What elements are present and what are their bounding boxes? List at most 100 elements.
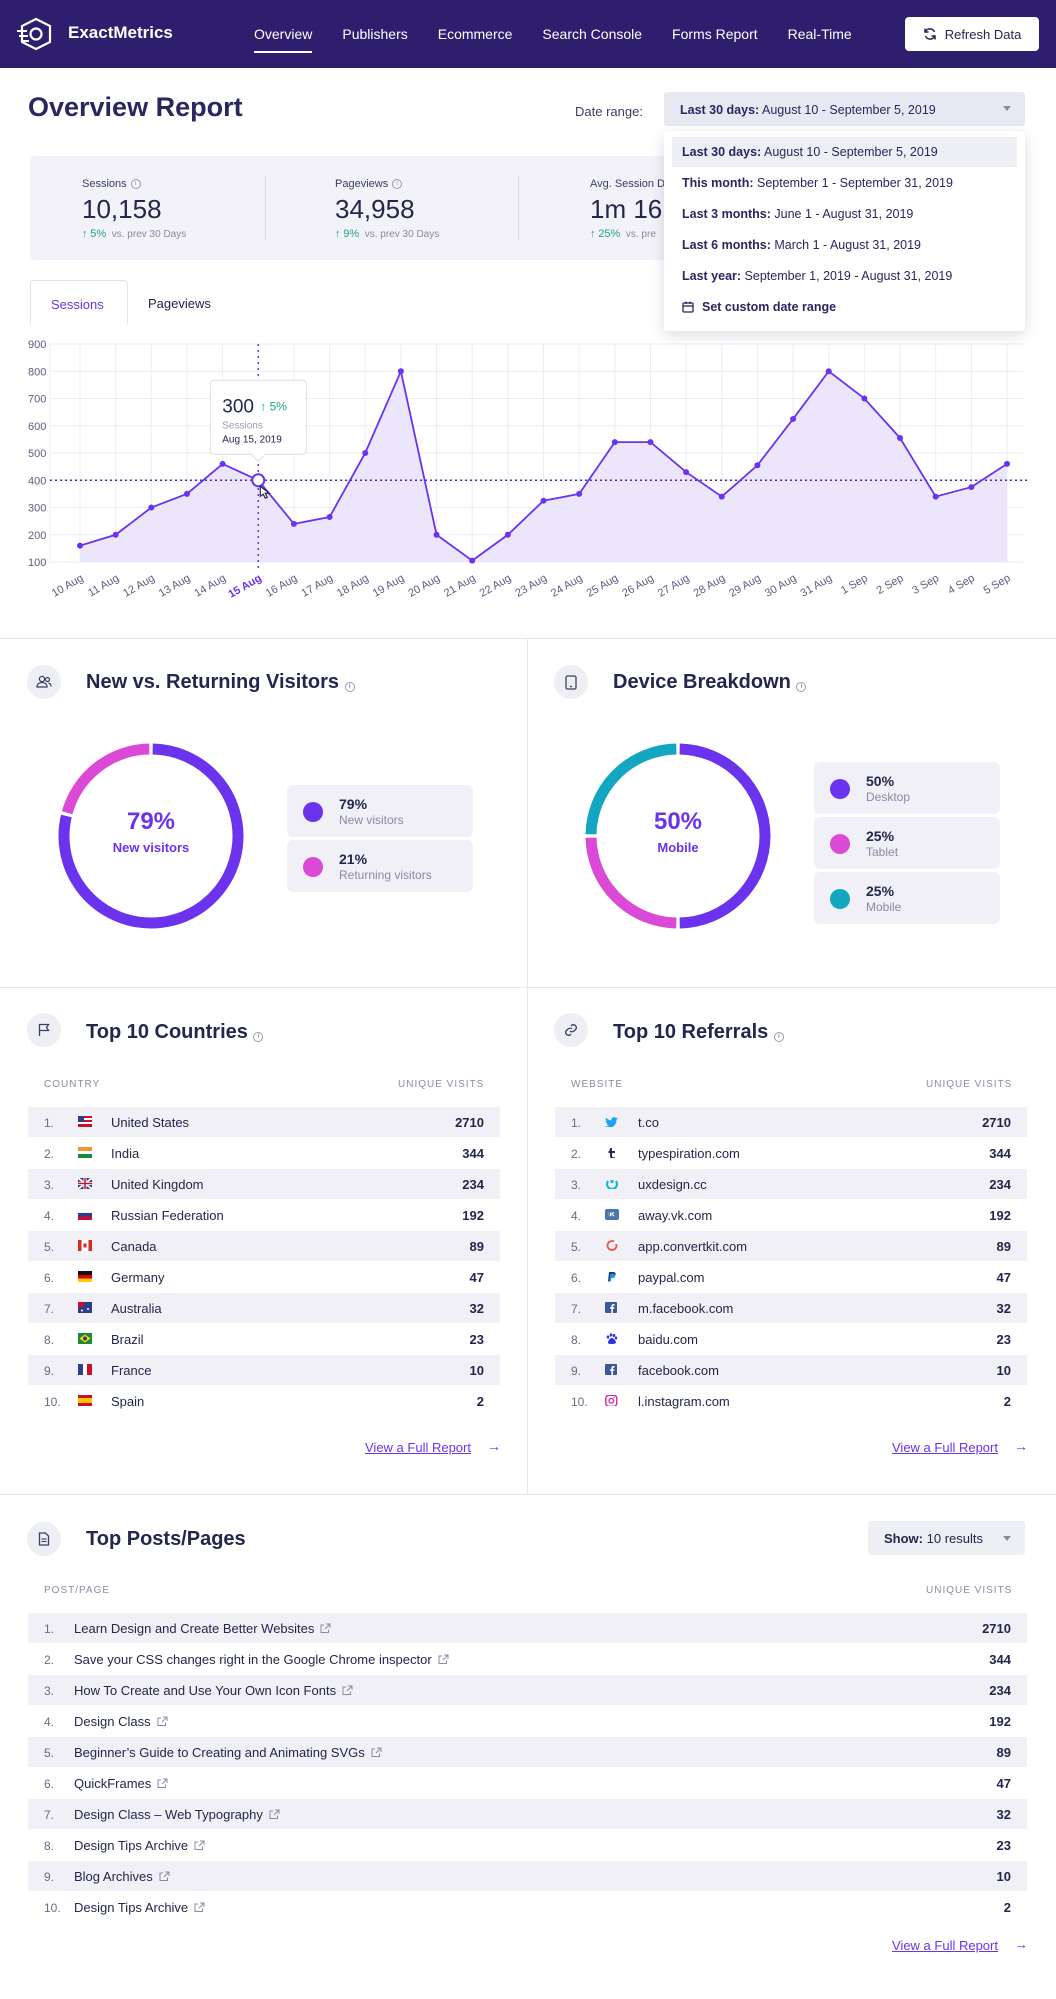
external-link-icon[interactable] (194, 1902, 205, 1913)
arrow-right-icon[interactable]: → (1014, 1936, 1028, 1952)
donut-segment[interactable] (61, 743, 150, 815)
row-name[interactable]: Design Class – Web Typography (74, 1807, 280, 1822)
data-point[interactable] (1004, 460, 1010, 467)
data-point[interactable] (112, 531, 119, 538)
stat-pageviews: Pageviews i 34,958 ↑ 9% vs. prev 30 Days (335, 178, 439, 240)
row-name[interactable]: Design Class (74, 1714, 168, 1729)
row-rank: 8. (44, 1839, 55, 1853)
nav-overview[interactable]: Overview (254, 26, 313, 53)
info-icon[interactable]: i (796, 682, 807, 692)
row-name[interactable]: How To Create and Use Your Own Icon Font… (74, 1683, 353, 1698)
row-name-text: typespiration.com (638, 1146, 740, 1161)
data-point[interactable] (968, 484, 975, 491)
data-point[interactable] (647, 439, 654, 446)
info-icon[interactable]: i (392, 179, 403, 189)
row-name[interactable]: Design Tips Archive (74, 1900, 205, 1915)
external-link-icon[interactable] (438, 1654, 449, 1665)
data-point[interactable] (433, 531, 440, 538)
data-point[interactable] (504, 531, 511, 538)
arrow-right-icon[interactable]: → (1014, 1438, 1028, 1454)
donut-segment[interactable] (585, 743, 677, 835)
info-icon[interactable]: i (253, 1032, 264, 1042)
row-name[interactable]: Blog Archives (74, 1869, 170, 1884)
view-full-report-link[interactable]: View a Full Report (892, 1938, 998, 1953)
x-tick-label: 29 Aug (727, 572, 763, 600)
data-point[interactable] (754, 462, 761, 469)
row-name-text: Spain (111, 1394, 145, 1409)
data-point[interactable] (718, 493, 725, 500)
row-name[interactable]: Save your CSS changes right in the Googl… (74, 1652, 449, 1667)
data-point[interactable] (77, 542, 83, 549)
show-results-select[interactable]: Show: 10 results (868, 1521, 1025, 1555)
tab-sessions[interactable]: Sessions (30, 280, 128, 324)
nav-search-console[interactable]: Search Console (542, 26, 643, 42)
date-option-last-6-months[interactable]: Last 6 months: March 1 - August 31, 2019 (672, 230, 1017, 260)
legend-pct: 25% (866, 883, 895, 899)
info-icon[interactable]: i (130, 179, 141, 189)
data-point[interactable] (825, 368, 832, 375)
donut-segment[interactable] (585, 837, 677, 929)
legend-name: Returning visitors (339, 868, 432, 882)
data-point[interactable] (540, 497, 547, 504)
row-name: typespiration.com (638, 1146, 740, 1161)
data-point[interactable] (683, 469, 690, 476)
row-name[interactable]: Design Tips Archive (74, 1838, 205, 1853)
row-name-text: Brazil (111, 1332, 144, 1347)
external-link-icon[interactable] (371, 1747, 382, 1758)
arrow-right-icon[interactable]: → (487, 1438, 501, 1454)
option-text: August 10 - September 5, 2019 (764, 145, 938, 159)
data-point[interactable] (469, 557, 476, 564)
row-value: 344 (989, 1652, 1011, 1667)
data-point[interactable] (397, 368, 404, 375)
data-point[interactable] (897, 435, 904, 442)
tooltip-date: Aug 15, 2019 (222, 434, 282, 445)
external-link-icon[interactable] (320, 1623, 331, 1634)
data-point[interactable] (362, 450, 369, 456)
date-option-last-3-months[interactable]: Last 3 months: June 1 - August 31, 2019 (672, 199, 1017, 229)
refresh-data-button[interactable]: Refresh Data (905, 17, 1039, 51)
y-tick-label: 800 (28, 366, 46, 378)
nav-publishers[interactable]: Publishers (342, 26, 408, 42)
chart-tooltip: 300 ↑ 5% Sessions Aug 15, 2019 (209, 379, 307, 462)
date-option-last-year[interactable]: Last year: September 1, 2019 - August 31… (672, 261, 1017, 291)
x-tick-label: 28 Aug (692, 572, 728, 600)
row-name[interactable]: Learn Design and Create Better Websites (74, 1621, 331, 1636)
info-icon[interactable]: i (344, 682, 355, 692)
data-point[interactable] (219, 460, 226, 467)
referral-row: 5. app.convertkit.com 89 (555, 1231, 1027, 1261)
data-point[interactable] (326, 514, 333, 521)
row-name-text: Beginner’s Guide to Creating and Animati… (74, 1745, 365, 1760)
row-name[interactable]: QuickFrames (74, 1776, 168, 1791)
data-point[interactable] (932, 493, 939, 500)
row-name[interactable]: Beginner’s Guide to Creating and Animati… (74, 1745, 382, 1760)
data-point[interactable] (861, 395, 868, 402)
data-point[interactable] (611, 439, 618, 446)
data-point-highlight[interactable] (251, 473, 266, 488)
external-link-icon[interactable] (157, 1778, 168, 1789)
info-icon[interactable]: i (773, 1032, 784, 1042)
date-range-select[interactable]: Last 30 days: August 10 - September 5, 2… (664, 92, 1025, 126)
view-full-report-link[interactable]: View a Full Report (892, 1440, 998, 1455)
data-point[interactable] (290, 520, 297, 527)
external-link-icon[interactable] (159, 1871, 170, 1882)
nav-forms-report[interactable]: Forms Report (672, 26, 758, 42)
data-point[interactable] (148, 504, 155, 511)
date-option-last-30-days[interactable]: Last 30 days: August 10 - September 5, 2… (672, 137, 1017, 167)
tab-pageviews[interactable]: Pageviews (148, 296, 211, 311)
external-link-icon[interactable] (157, 1716, 168, 1727)
view-full-report-link[interactable]: View a Full Report (365, 1440, 471, 1455)
nav-real-time[interactable]: Real-Time (787, 26, 852, 42)
data-point[interactable] (790, 415, 797, 422)
nav-ecommerce[interactable]: Ecommerce (437, 26, 513, 42)
date-option-this-month[interactable]: This month: September 1 - September 31, … (672, 168, 1017, 198)
external-link-icon[interactable] (342, 1685, 353, 1696)
donut-segment[interactable] (58, 743, 244, 929)
external-link-icon[interactable] (194, 1840, 205, 1851)
donut-segment[interactable] (679, 743, 771, 929)
set-custom-date-range[interactable]: Set custom date range (672, 292, 1017, 322)
data-point[interactable] (183, 490, 190, 497)
data-point[interactable] (576, 490, 583, 497)
external-link-icon[interactable] (269, 1809, 280, 1820)
row-name: paypal.com (638, 1270, 704, 1285)
flag-fr (78, 1364, 92, 1375)
